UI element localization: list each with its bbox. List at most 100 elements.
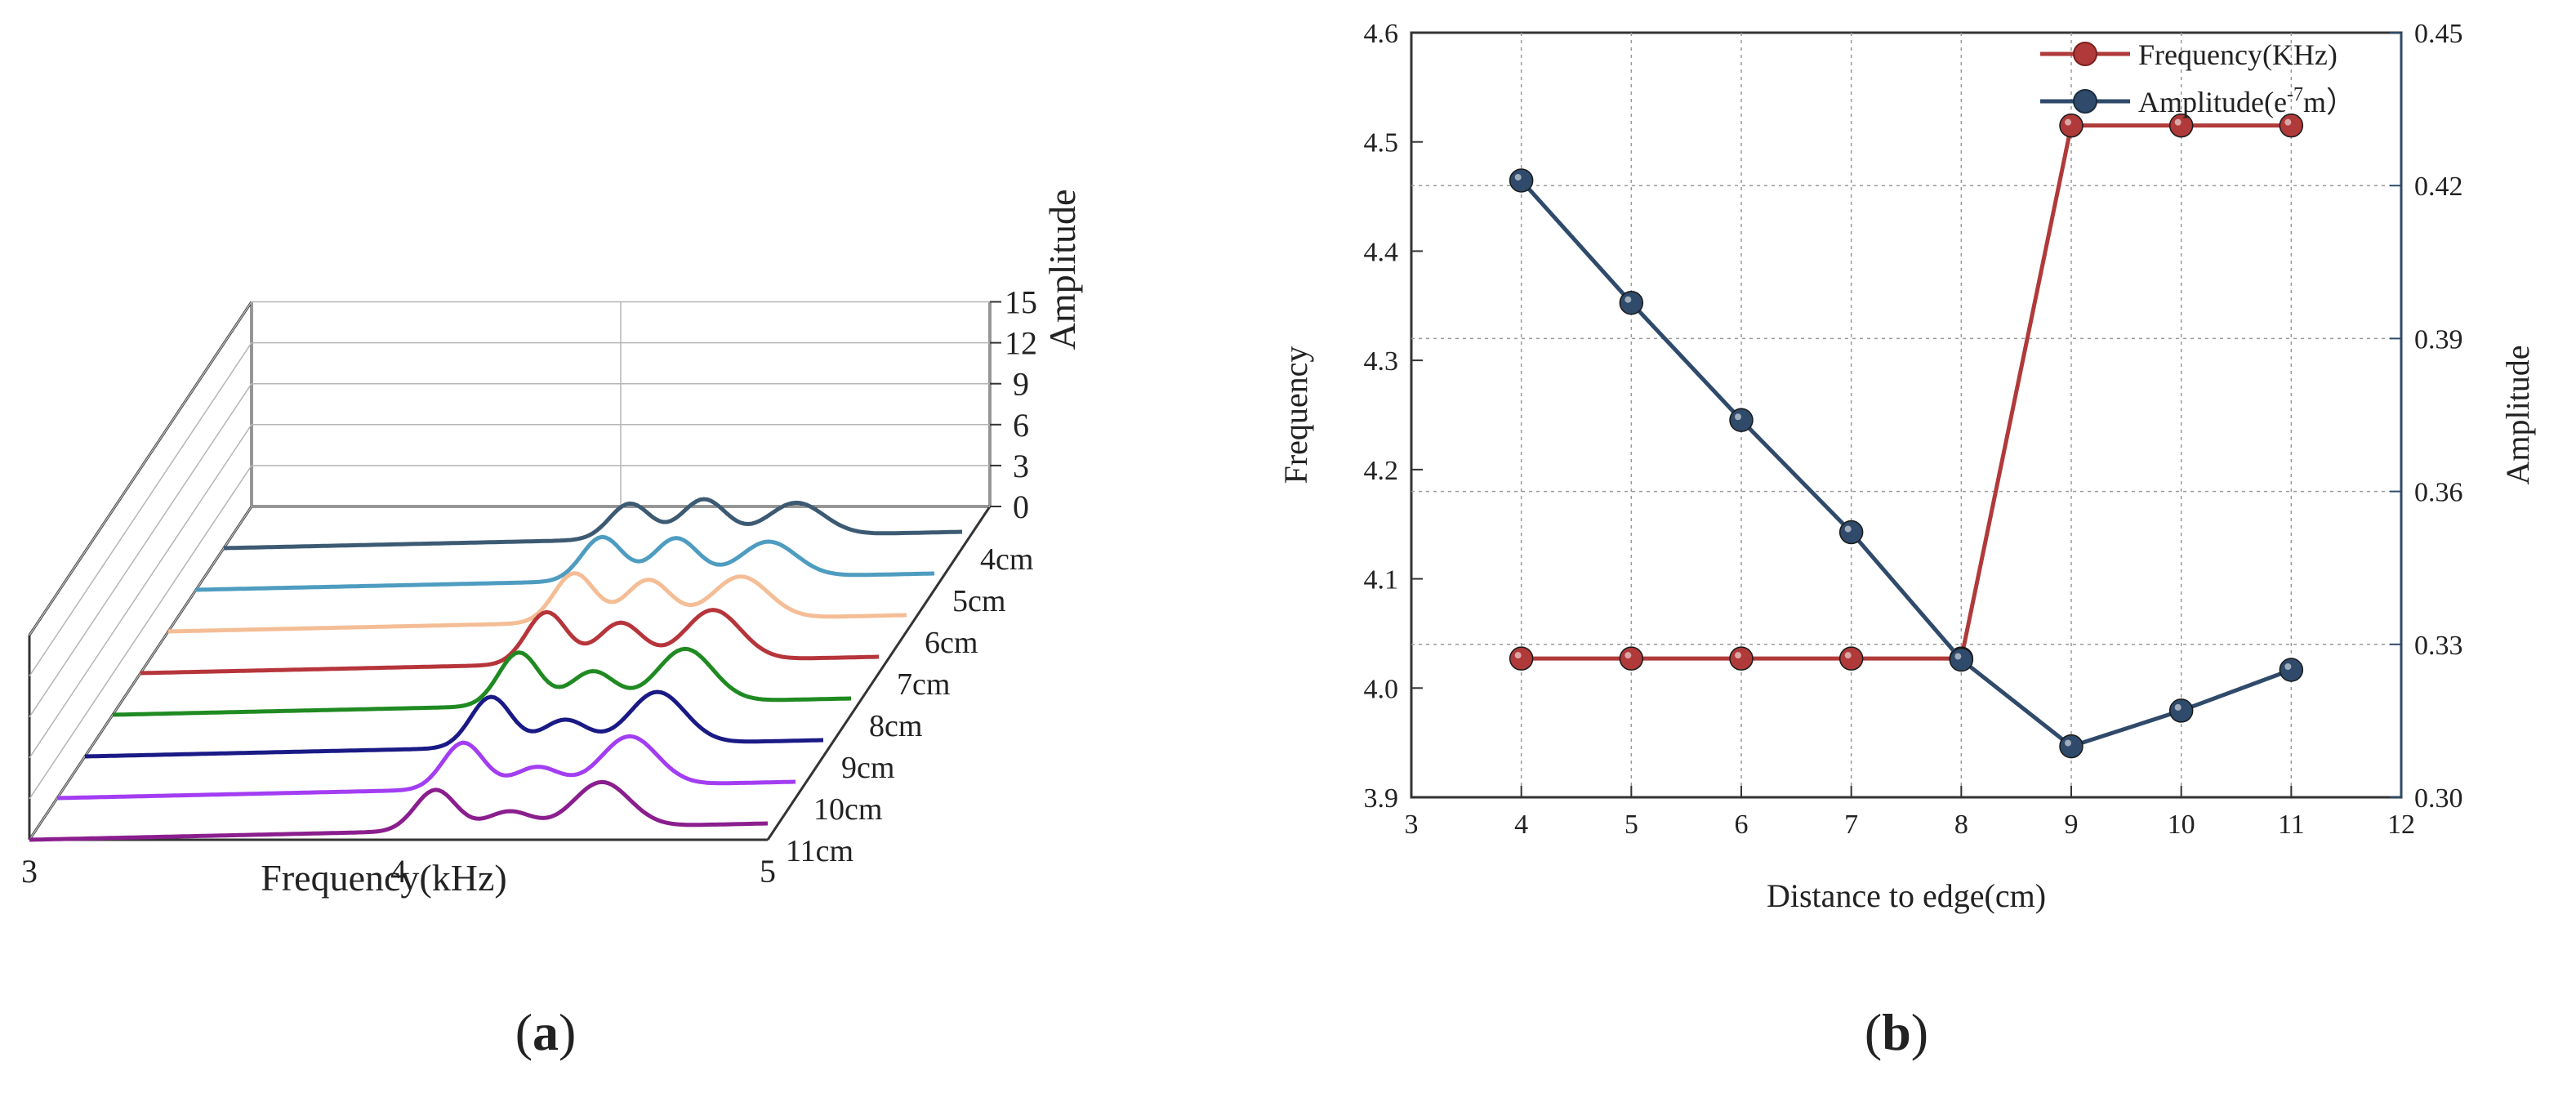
right-depth-edge bbox=[766, 506, 992, 841]
left-y-tick-label: 4.1 bbox=[1364, 565, 1399, 596]
left-y-axis-label: Frequency bbox=[1277, 346, 1314, 484]
x-tick-label: 5 bbox=[760, 853, 776, 890]
left-y-tick-label: 3.9 bbox=[1364, 783, 1399, 814]
data-point-highlight bbox=[2284, 663, 2292, 670]
data-point bbox=[2168, 698, 2194, 723]
depth-label-10cm: 10cm bbox=[813, 792, 882, 827]
data-point bbox=[1729, 408, 1754, 432]
left-y-tick-label: 4.5 bbox=[1364, 128, 1399, 158]
x-tick-label: 4 bbox=[1514, 810, 1528, 840]
data-point-highlight bbox=[1514, 652, 1522, 659]
x-tick-label: 10 bbox=[2168, 810, 2195, 840]
waterfall-series-7cm bbox=[140, 608, 880, 676]
chart-legend: Frequency(KHz) Amplitude(e-7m） bbox=[2040, 38, 2355, 118]
left-wall-gridline bbox=[29, 424, 252, 759]
legend-item-amplitude: Amplitude(e-7m） bbox=[2040, 84, 2355, 118]
legend-item-frequency: Frequency(KHz) bbox=[2040, 38, 2338, 71]
data-point-highlight bbox=[1844, 525, 1852, 533]
depth-label-8cm: 8cm bbox=[869, 709, 922, 743]
left-y-tick-label: 4.6 bbox=[1364, 19, 1399, 49]
data-point bbox=[1949, 647, 1974, 672]
x-tick-label: 8 bbox=[1954, 810, 1968, 840]
data-point bbox=[2279, 658, 2304, 682]
data-point bbox=[1509, 646, 1534, 671]
z-tick-label: 9 bbox=[1013, 366, 1029, 403]
waterfall-x-axis-label: Frequency(kHz) bbox=[261, 857, 506, 899]
left-y-tick-label: 4.3 bbox=[1364, 346, 1399, 377]
waterfall-z-axis-label: Amplitude bbox=[1041, 190, 1083, 350]
legend-marker-amplitude bbox=[2073, 89, 2097, 114]
depth-label-6cm: 6cm bbox=[925, 626, 978, 660]
data-point bbox=[2279, 113, 2304, 138]
z-tick-label: 12 bbox=[1005, 325, 1037, 362]
data-point bbox=[2168, 113, 2194, 138]
legend-label-amplitude: Amplitude(e-7m） bbox=[2138, 84, 2355, 118]
waterfall-series-9cm bbox=[84, 689, 824, 759]
x-tick-label: 3 bbox=[1405, 810, 1419, 840]
waterfall-series-6cm bbox=[167, 571, 907, 634]
x-axis-label: Distance to edge(cm) bbox=[1767, 877, 2046, 914]
plot-gridlines bbox=[1411, 33, 2401, 797]
data-point-highlight bbox=[1514, 173, 1522, 181]
x-tick-label: 7 bbox=[1844, 810, 1858, 840]
data-point-highlight bbox=[1735, 413, 1741, 421]
x-tick-label: 11 bbox=[2278, 810, 2305, 840]
waterfall-series-5cm bbox=[195, 534, 935, 592]
waterfall-tick-labels: 0 3 6 9 12 15 3 4 5 4cm 5cm 6cm 7cm 8cm 9cm 10cm 11cm bbox=[21, 284, 1037, 890]
waterfall-gridlines bbox=[29, 301, 991, 841]
data-point-highlight bbox=[2174, 118, 2182, 126]
z-tick-label: 0 bbox=[1013, 489, 1029, 525]
right-y-tick-label: 0.30 bbox=[2414, 783, 2463, 814]
series-line bbox=[1519, 179, 2293, 749]
data-point bbox=[1838, 646, 1864, 671]
data-point bbox=[1509, 168, 1534, 193]
legend-label-frequency: Frequency(KHz) bbox=[2138, 38, 2338, 71]
series-frequency bbox=[1509, 113, 2304, 671]
waterfall-series-8cm bbox=[112, 646, 852, 717]
data-point-highlight bbox=[2065, 118, 2071, 126]
waterfall-series-4cm bbox=[223, 497, 963, 551]
depth-label-4cm: 4cm bbox=[980, 542, 1033, 577]
data-point bbox=[2059, 734, 2084, 759]
data-point-highlight bbox=[2174, 703, 2182, 711]
data-point-highlight bbox=[1954, 653, 1962, 660]
right-y-tick-label: 0.36 bbox=[2414, 478, 2463, 508]
x-tick-label: 4 bbox=[390, 853, 407, 890]
plot-tick-marks-and-labels: 3 4 5 6 7 8 9 10 11 12 3.9 4.0 4.1 4.2 4.3 4.4 4.5 4.6 0.3… bbox=[1364, 19, 2463, 840]
data-point bbox=[1838, 520, 1864, 545]
series-line bbox=[1521, 123, 2292, 661]
data-point bbox=[2059, 113, 2084, 138]
left-wall-gridline bbox=[29, 383, 252, 718]
x-tick-label: 6 bbox=[1735, 810, 1749, 840]
right-y-axis-label: Amplitude bbox=[2499, 345, 2536, 484]
data-point bbox=[1619, 290, 1644, 315]
x-tick-label: 12 bbox=[2387, 810, 2415, 840]
data-point-highlight bbox=[1735, 652, 1741, 659]
data-point bbox=[1729, 646, 1754, 671]
left-wall-gridline bbox=[29, 342, 252, 677]
panel-a-waterfall-chart: 0 3 6 9 12 15 3 4 5 4cm 5cm 6cm 7cm 8cm 9cm 10cm 11cm Fr… bbox=[21, 190, 1083, 899]
depth-label-9cm: 9cm bbox=[841, 751, 894, 785]
data-point-highlight bbox=[1844, 652, 1852, 659]
left-y-tick-label: 4.2 bbox=[1364, 456, 1399, 486]
data-point-highlight bbox=[2284, 118, 2292, 126]
caption-a: (a) bbox=[515, 1003, 577, 1061]
data-point bbox=[1619, 646, 1644, 671]
right-y-tick-label: 0.45 bbox=[2414, 19, 2463, 49]
waterfall-series-11cm bbox=[29, 779, 769, 842]
x-tick-label: 3 bbox=[21, 853, 38, 890]
depth-label-7cm: 7cm bbox=[897, 667, 950, 702]
data-point-highlight bbox=[1624, 652, 1632, 659]
right-y-tick-label: 0.42 bbox=[2414, 172, 2463, 202]
z-tick-label: 6 bbox=[1013, 407, 1029, 444]
x-tick-label: 5 bbox=[1624, 810, 1638, 840]
z-tick-label: 15 bbox=[1005, 284, 1037, 321]
left-y-tick-label: 4.0 bbox=[1364, 674, 1399, 704]
waterfall-series-group bbox=[29, 497, 963, 842]
data-point-highlight bbox=[1624, 296, 1632, 303]
right-y-tick-label: 0.39 bbox=[2414, 324, 2463, 355]
legend-marker-frequency bbox=[2073, 42, 2097, 66]
left-wall-gridline bbox=[29, 465, 252, 800]
depth-label-11cm: 11cm bbox=[786, 834, 853, 868]
